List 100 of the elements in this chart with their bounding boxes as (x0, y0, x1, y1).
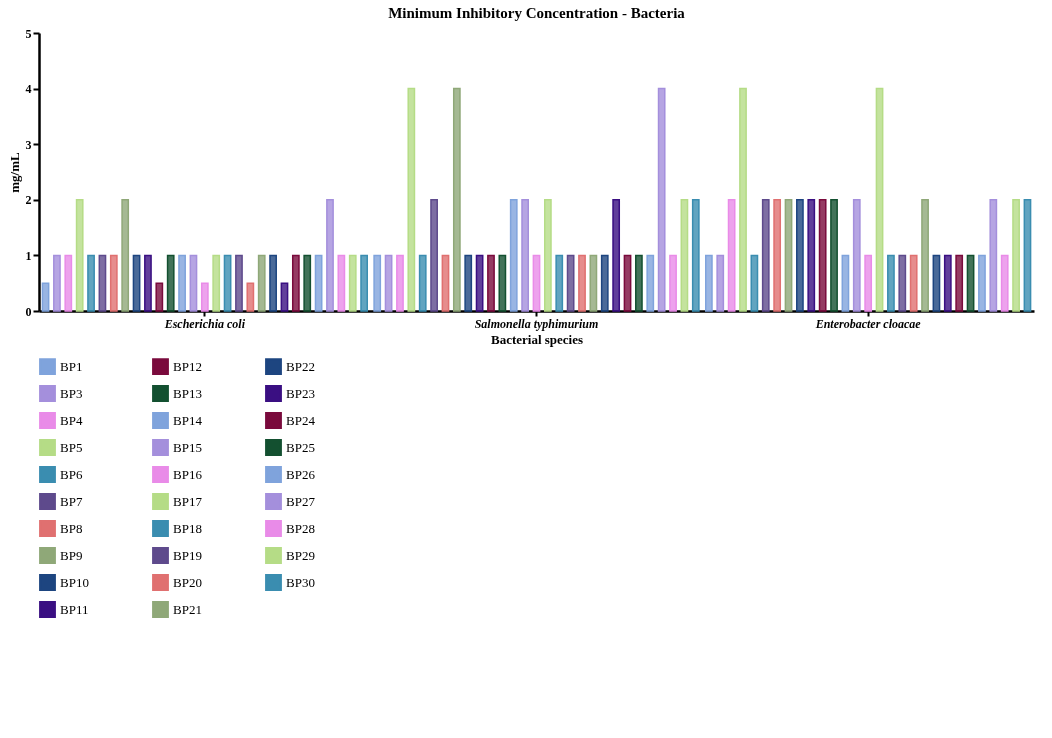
bar (761, 199, 770, 312)
bar (691, 199, 700, 312)
bar (1023, 199, 1032, 312)
bar (635, 254, 643, 312)
legend-label: BP12 (173, 358, 202, 374)
legend-label: BP23 (286, 385, 315, 401)
bar (978, 254, 986, 312)
legend-label: BP26 (286, 466, 316, 482)
bar (396, 254, 404, 312)
bar (796, 199, 804, 312)
y-tick-label: 4 (25, 82, 32, 97)
bar (53, 254, 61, 312)
bar (291, 254, 300, 312)
x-tick-label: Enterobacter cloacae (814, 316, 922, 331)
bar (1012, 199, 1020, 312)
bar (680, 199, 689, 312)
bar (909, 254, 918, 312)
bar (921, 199, 929, 312)
bar (430, 199, 438, 312)
legend-label: BP24 (286, 412, 316, 428)
bar (521, 199, 529, 312)
legend-label: BP9 (60, 547, 83, 563)
bar (830, 199, 838, 312)
bar (818, 199, 827, 312)
bar (943, 254, 952, 312)
bar (109, 254, 118, 312)
bar (166, 254, 175, 312)
bar (418, 254, 427, 312)
bar (750, 254, 759, 312)
legend-label: BP18 (173, 520, 202, 536)
legend-label: BP5 (60, 439, 83, 455)
legend-label: BP16 (173, 466, 203, 482)
bar (578, 254, 586, 312)
y-tick-label: 3 (25, 137, 32, 152)
legend-label: BP1 (60, 358, 83, 374)
y-tick-label: 0 (25, 304, 32, 319)
bar (669, 254, 677, 312)
bar (223, 254, 232, 312)
bar (773, 199, 782, 312)
bar (348, 254, 357, 312)
bar (326, 199, 334, 312)
x-axis-title: Bacterial species (490, 331, 584, 347)
bar (189, 254, 198, 312)
chart-title: Minimum Inhibitory Concentration - Bacteria (388, 5, 686, 21)
bar (407, 87, 416, 312)
bar (235, 254, 243, 312)
legend-label: BP10 (60, 574, 89, 590)
bar (246, 282, 255, 312)
legend-label: BP19 (173, 547, 202, 563)
bar (360, 254, 368, 312)
bar (623, 254, 632, 312)
bar (132, 254, 141, 312)
legend-label: BP7 (60, 493, 83, 509)
bar (452, 87, 461, 312)
bar (807, 199, 816, 312)
bar (1000, 254, 1009, 312)
bar (932, 254, 941, 312)
bar (475, 254, 484, 312)
bar (509, 199, 518, 312)
legend-label: BP11 (60, 601, 89, 617)
legend-label: BP30 (286, 574, 315, 590)
bar (75, 199, 84, 312)
bar (269, 254, 277, 312)
bar (566, 254, 575, 312)
legend-label: BP17 (173, 493, 203, 509)
bar (200, 282, 209, 312)
legend-label: BP6 (60, 466, 83, 482)
bar (373, 254, 382, 312)
legend-label: BP3 (60, 385, 83, 401)
y-tick-label: 2 (25, 193, 32, 208)
legend-label: BP29 (286, 547, 315, 563)
bar (589, 254, 598, 312)
bar (600, 254, 609, 312)
bar (257, 254, 266, 312)
bar (384, 254, 393, 312)
bar (716, 254, 725, 312)
bar (784, 199, 793, 312)
bar (887, 254, 895, 312)
bar (841, 254, 850, 312)
bar (337, 254, 346, 312)
bar (875, 87, 884, 312)
bar (727, 199, 736, 312)
legend-label: BP14 (173, 412, 203, 428)
legend-label: BP4 (60, 412, 83, 428)
bar (532, 254, 541, 312)
bar (555, 254, 564, 312)
legend-label: BP13 (173, 385, 202, 401)
bar (441, 254, 450, 312)
bar (64, 254, 73, 312)
bar (178, 254, 186, 312)
bar (989, 199, 998, 312)
bar (612, 199, 621, 312)
bar (280, 282, 289, 312)
bar (498, 254, 507, 312)
legend-label: BP28 (286, 520, 315, 536)
bar (544, 199, 552, 312)
legend-label: BP22 (286, 358, 315, 374)
bar (955, 254, 964, 312)
bar (41, 282, 50, 312)
bar (705, 254, 713, 312)
